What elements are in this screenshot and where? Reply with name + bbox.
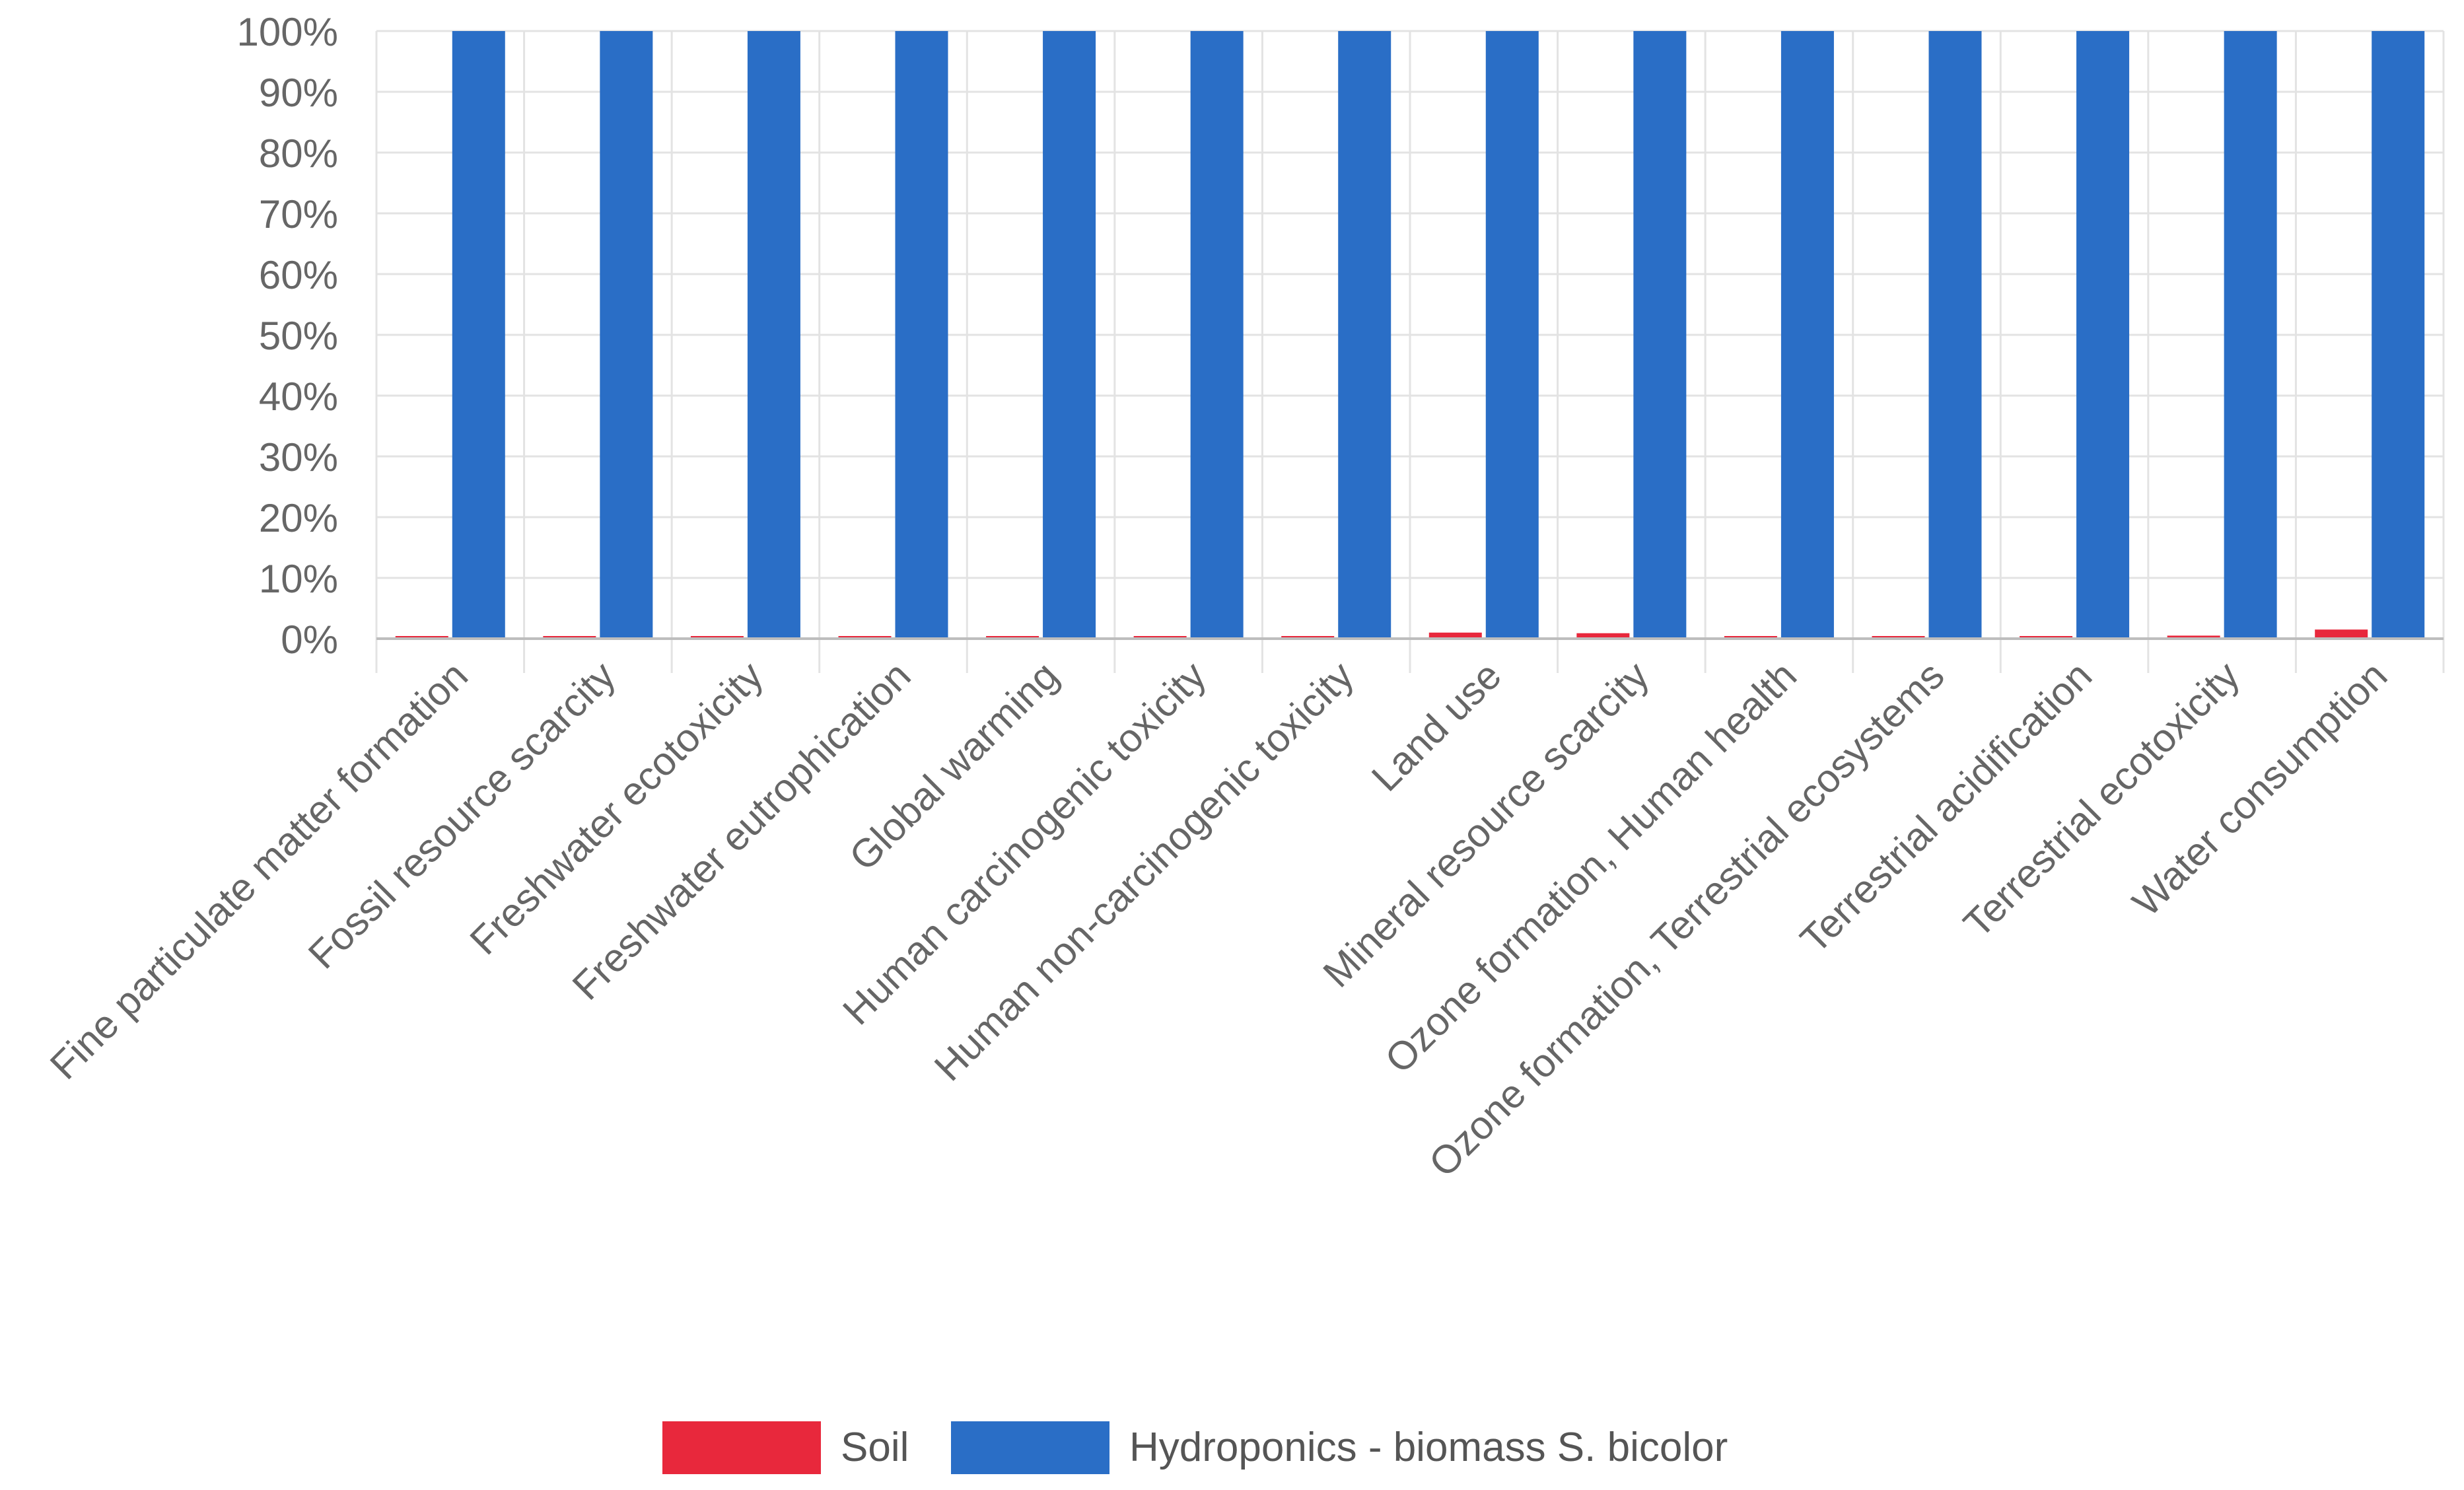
bar-soil [1576, 633, 1630, 639]
x-category-label: Ozone formation, Terrestrial ecosystems [1421, 653, 1953, 1186]
bar-hydroponics [1043, 31, 1096, 639]
y-tick-label: 100% [237, 10, 338, 54]
x-category-label: Freshwater ecotoxicity [462, 653, 771, 963]
bar-hydroponics [1338, 31, 1391, 639]
y-tick-label: 90% [259, 71, 338, 115]
x-category-label: Fossil resource scarcity [300, 653, 624, 977]
bar-hydroponics [2076, 31, 2130, 639]
y-tick-label: 70% [259, 192, 338, 236]
bar-hydroponics [1928, 31, 1982, 639]
y-tick-label: 10% [259, 557, 338, 601]
bars-layer [395, 31, 2425, 639]
grid-layer [375, 30, 2445, 673]
bar-hydroponics [600, 31, 653, 639]
y-tick-label: 80% [259, 131, 338, 176]
x-category-label: Terrestrial ecotoxicity [1955, 653, 2247, 946]
x-category-label: Water consumption [2124, 653, 2395, 925]
y-tick-label: 40% [259, 374, 338, 419]
legend-label-hydroponics: Hydroponics - biomass S. bicolor [1129, 1425, 1728, 1470]
bar-hydroponics [747, 31, 800, 639]
legend-swatch-soil [662, 1421, 821, 1474]
bar-soil [2167, 635, 2220, 639]
y-tick-label: 30% [259, 435, 338, 479]
bar-hydroponics [1633, 31, 1687, 639]
x-category-label: Land use [1363, 653, 1510, 800]
bar-hydroponics [895, 31, 948, 639]
bar-hydroponics [2372, 31, 2425, 639]
bar-hydroponics [2224, 31, 2277, 639]
legend-label-soil: Soil [841, 1425, 909, 1470]
y-tick-label: 20% [259, 496, 338, 540]
x-category-label: Terrestrial acidification [1792, 653, 2100, 962]
bar-hydroponics [1780, 31, 1834, 639]
bar-soil [2315, 629, 2368, 639]
bar-soil [1428, 632, 1482, 639]
bar-hydroponics [1485, 31, 1539, 639]
bar-hydroponics [1190, 31, 1244, 639]
legend-swatch-hydroponics [951, 1421, 1109, 1474]
legend: Soil Hydroponics - biomass S. bicolor [662, 1421, 1728, 1474]
bar-hydroponics [452, 31, 505, 639]
y-tick-label: 50% [259, 314, 338, 358]
y-tick-label: 0% [281, 618, 338, 662]
y-tick-label: 60% [259, 253, 338, 297]
